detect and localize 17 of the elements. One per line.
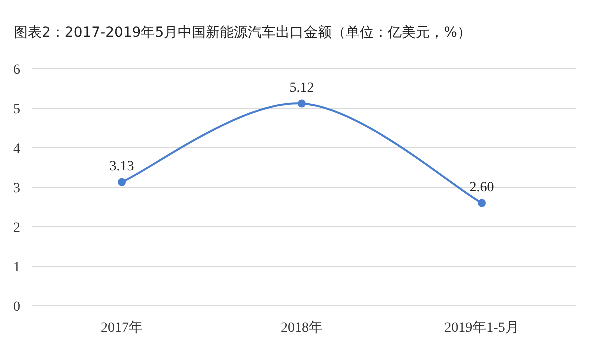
x-tick-label: 2017年 (101, 320, 143, 336)
data-label: 3.13 (110, 159, 134, 174)
point (478, 199, 486, 208)
y-tick-label: 6 (14, 63, 20, 78)
y-tick-label: 2 (14, 221, 20, 236)
y-tick-label: 4 (14, 142, 20, 157)
y-tick-label: 5 (14, 102, 20, 118)
y-tick-label: 0 (14, 300, 20, 315)
data-label: 2.60 (470, 180, 494, 196)
y-tick-label: 1 (14, 260, 20, 276)
x-tick-label: 2019年1-5月 (444, 320, 520, 336)
y-tick-label: 3 (14, 182, 20, 196)
chart-title: 图表2：2017-2019年5月中国新能源汽车出口金额（单位：亿美元，%） (14, 25, 472, 41)
point (298, 100, 306, 108)
data-label: 5.12 (290, 80, 314, 96)
point (118, 178, 126, 186)
x-tick-label: 2018年 (281, 320, 323, 336)
